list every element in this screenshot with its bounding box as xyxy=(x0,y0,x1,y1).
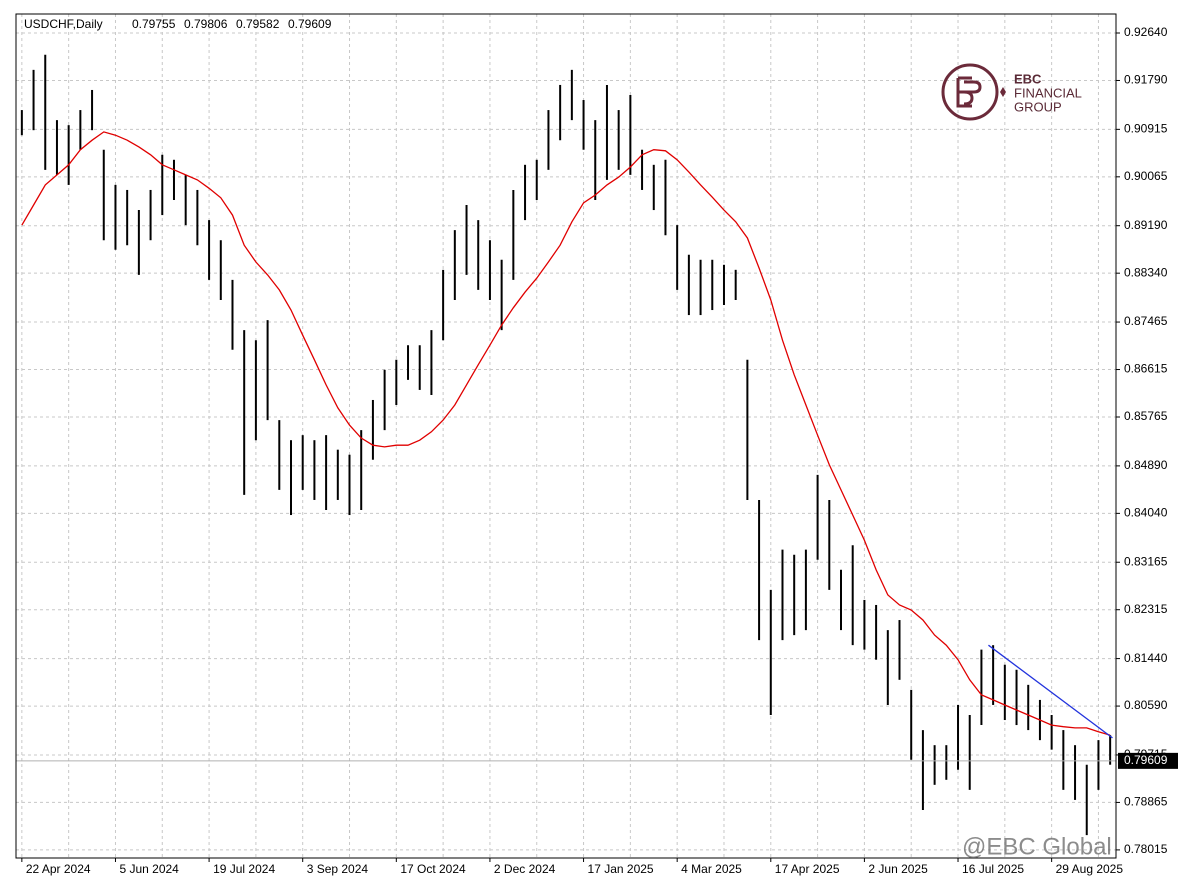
ohlc-close: 0.79609 xyxy=(288,17,332,31)
x-tick-label: 17 Apr 2025 xyxy=(775,862,840,876)
mark-layer xyxy=(16,54,1116,836)
x-tick-label: 4 Mar 2025 xyxy=(681,862,742,876)
trendline xyxy=(988,644,1113,739)
logo-ring xyxy=(941,63,999,121)
y-tick-label: 0.84040 xyxy=(1124,506,1168,520)
last-price-box xyxy=(1118,752,1178,769)
x-tick-label: 2 Dec 2024 xyxy=(494,862,556,876)
logo: EBC FINANCIAL GROUP xyxy=(941,63,1082,121)
y-tick-label: 0.89190 xyxy=(1124,218,1168,232)
y-tick-label: 0.92640 xyxy=(1124,25,1168,39)
y-tick-label: 0.81440 xyxy=(1124,651,1168,665)
y-tick-label: 0.83165 xyxy=(1124,554,1168,568)
x-tick-label: 2 Jun 2025 xyxy=(868,862,928,876)
y-tick-label: 0.88340 xyxy=(1124,265,1168,279)
y-tick-label: 0.90065 xyxy=(1124,169,1168,183)
chart-title: USDCHF,Daily xyxy=(24,17,103,31)
y-tick-label: 0.85765 xyxy=(1124,409,1168,423)
y-tick-label: 0.80590 xyxy=(1124,698,1168,712)
y-tick-label: 0.86615 xyxy=(1124,362,1168,376)
logo-name: EBC xyxy=(1014,71,1042,86)
logo-line: FINANCIAL xyxy=(1014,85,1082,100)
plot-frame xyxy=(15,13,1117,859)
y-tick-label: 0.91790 xyxy=(1124,73,1168,87)
axis-layer: 0.92640 0.91790 0.90915 0.90065 0.89190 0.883… xyxy=(21,25,1178,876)
x-tick-label: 29 Aug 2025 xyxy=(1056,862,1124,876)
ohlc-open: 0.79755 xyxy=(132,17,176,31)
y-tick-label: 0.84890 xyxy=(1124,458,1168,472)
x-tick-label: 22 Apr 2024 xyxy=(26,862,91,876)
ohlc-low: 0.79582 xyxy=(236,17,280,31)
moving-average-line xyxy=(21,131,1111,736)
y-tick-label: 0.78015 xyxy=(1124,842,1168,856)
logo-mark xyxy=(956,76,982,108)
x-tick-label: 19 Jul 2024 xyxy=(213,862,275,876)
watermark: @EBC Global xyxy=(962,833,1112,860)
y-tick-label: 0.78865 xyxy=(1124,795,1168,809)
y-tick-label: 0.82315 xyxy=(1124,602,1168,616)
x-tick-label: 17 Oct 2024 xyxy=(400,862,466,876)
x-tick-label: 17 Jan 2025 xyxy=(588,862,654,876)
x-tick-label: 5 Jun 2024 xyxy=(119,862,179,876)
last-price-label: 0.79609 xyxy=(1124,753,1168,767)
x-tick-label: 3 Sep 2024 xyxy=(307,862,369,876)
logo-line: GROUP xyxy=(1014,99,1062,114)
logo-star xyxy=(1000,87,1006,97)
y-tick-label: 0.87465 xyxy=(1124,314,1168,328)
y-tick-label: 0.90915 xyxy=(1124,122,1168,136)
ohlc-high: 0.79806 xyxy=(184,17,228,31)
x-tick-label: 16 Jul 2025 xyxy=(962,862,1024,876)
